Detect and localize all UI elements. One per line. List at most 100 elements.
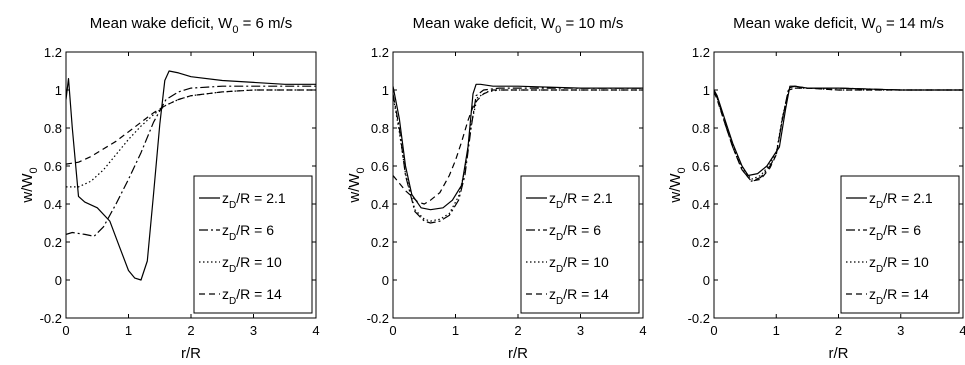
x-tick-label: 4 — [959, 323, 965, 338]
y-tick-label: 0.2 — [692, 235, 710, 250]
x-tick-label: 1 — [773, 323, 780, 338]
legend-entry-subscript: D — [876, 296, 883, 307]
series-line-dotted — [393, 89, 643, 222]
legend-entry: zD/R = 2.1 — [222, 190, 286, 211]
y-axis-label-main: w/W — [19, 173, 36, 204]
legend-entry-tail: /R = 14 — [236, 286, 282, 302]
legend-entry-tail: /R = 14 — [563, 286, 609, 302]
y-tick-label: 0.4 — [44, 197, 62, 212]
y-tick-label: 0.4 — [371, 197, 389, 212]
y-tick-label: 0.4 — [692, 197, 710, 212]
y-tick-label: 1 — [55, 83, 62, 98]
chart-title-main: Mean wake deficit, W — [90, 15, 233, 32]
series-line-solid — [393, 83, 643, 211]
series-line-dashdot — [393, 87, 643, 224]
legend-entry-tail: /R = 6 — [236, 222, 274, 238]
x-tick-label: 0 — [389, 323, 396, 338]
legend-entry-main: z — [549, 286, 556, 302]
legend-entry: zD/R = 14 — [549, 286, 609, 307]
series-line-dashed — [66, 89, 316, 165]
legend-entry-tail: /R = 2.1 — [563, 190, 613, 206]
legend-entry-subscript: D — [556, 232, 563, 243]
legend-box — [520, 175, 640, 314]
y-tick-label: 0.6 — [692, 159, 710, 174]
legend-entry-subscript: D — [229, 264, 236, 275]
x-axis-label: r/R — [508, 345, 528, 362]
legend-entry-main: z — [869, 190, 876, 206]
chart-title-tail: = 14 m/s — [882, 15, 944, 32]
legend-entry-main: z — [222, 286, 229, 302]
legend-entry-main: z — [222, 222, 229, 238]
y-tick-label: 1.2 — [692, 45, 710, 60]
legend-entry-main: z — [222, 254, 229, 270]
x-tick-label: 4 — [639, 323, 646, 338]
legend-box — [840, 175, 960, 314]
legend-entry: zD/R = 10 — [222, 254, 282, 275]
legend-entry-subscript: D — [876, 200, 883, 211]
legend-entry-subscript: D — [556, 296, 563, 307]
y-tick-label: 1 — [382, 83, 389, 98]
x-axis-label: r/R — [829, 345, 849, 362]
series-line-solid — [714, 85, 963, 177]
legend-entry-tail: /R = 6 — [563, 222, 601, 238]
y-axis-label-subscript: 0 — [28, 167, 40, 173]
legend-entry-tail: /R = 6 — [883, 222, 921, 238]
x-tick-label: 4 — [312, 323, 319, 338]
legend-entry: zD/R = 6 — [222, 222, 274, 243]
y-axis-label-main: w/W — [346, 173, 363, 204]
legend-entry-subscript: D — [556, 264, 563, 275]
legend-entry-subscript: D — [229, 200, 236, 211]
x-tick-label: 2 — [835, 323, 842, 338]
legend-entry-subscript: D — [876, 232, 883, 243]
x-tick-label: 1 — [452, 323, 459, 338]
series-lines — [714, 85, 963, 182]
y-tick-label: 0.8 — [371, 121, 389, 136]
y-tick-label: 1.2 — [44, 45, 62, 60]
legend-entry: zD/R = 6 — [549, 222, 601, 243]
chart-title: Mean wake deficit, W0 = 14 m/s — [733, 15, 944, 36]
y-tick-label: 0.8 — [692, 121, 710, 136]
legend-entry-tail: /R = 2.1 — [883, 190, 933, 206]
y-tick-label: 0.2 — [371, 235, 389, 250]
x-tick-label: 2 — [187, 323, 194, 338]
series-line-dashdot — [66, 85, 316, 237]
y-tick-label: 1.2 — [371, 45, 389, 60]
y-tick-label: -0.2 — [40, 311, 62, 326]
series-line-dashdot — [714, 85, 963, 182]
legend-box — [193, 175, 313, 314]
y-axis-label-subscript: 0 — [355, 167, 367, 173]
series-line-solid — [66, 70, 316, 281]
y-axis-label: w/W0 — [667, 167, 688, 203]
y-tick-label: -0.2 — [367, 311, 389, 326]
chart-title-main: Mean wake deficit, W — [733, 15, 876, 32]
legend-entry-tail: /R = 10 — [563, 254, 609, 270]
legend-entry-main: z — [869, 254, 876, 270]
legend-entry-main: z — [222, 190, 229, 206]
y-axis-label: w/W0 — [346, 167, 367, 203]
y-tick-label: 0 — [382, 273, 389, 288]
legend-entry: zD/R = 10 — [869, 254, 929, 275]
series-lines — [393, 83, 643, 224]
legend-entry-tail: /R = 2.1 — [236, 190, 286, 206]
legend-entry-main: z — [869, 286, 876, 302]
series-line-dotted — [66, 89, 316, 188]
x-axis-label: r/R — [181, 345, 201, 362]
legend-entry: zD/R = 14 — [869, 286, 929, 307]
y-tick-label: 0.6 — [44, 159, 62, 174]
x-tick-label: 3 — [897, 323, 904, 338]
chart-title-tail: = 6 m/s — [238, 15, 292, 32]
series-line-dashed — [714, 87, 963, 182]
x-tick-label: 1 — [125, 323, 132, 338]
legend-entry: zD/R = 6 — [869, 222, 921, 243]
legend-entry-main: z — [549, 190, 556, 206]
series-lines — [66, 70, 316, 281]
x-tick-label: 2 — [514, 323, 521, 338]
legend-entry: zD/R = 2.1 — [549, 190, 613, 211]
y-tick-label: 0 — [703, 273, 710, 288]
